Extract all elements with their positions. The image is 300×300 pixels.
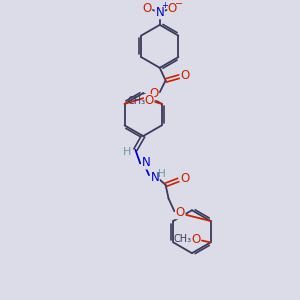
Text: H: H [158, 169, 166, 179]
Text: H: H [123, 147, 132, 157]
Text: N: N [155, 6, 164, 19]
Text: N: N [142, 156, 151, 169]
Text: O: O [168, 2, 177, 15]
Text: −: − [175, 0, 183, 9]
Text: O: O [191, 233, 200, 246]
Text: N: N [151, 171, 159, 184]
Text: O: O [181, 69, 190, 82]
Text: O: O [142, 2, 152, 15]
Text: O: O [181, 172, 190, 184]
Text: CH₃: CH₃ [127, 96, 146, 106]
Text: CH₃: CH₃ [173, 233, 191, 244]
Text: +: + [161, 1, 168, 10]
Text: O: O [176, 206, 185, 219]
Text: O: O [149, 87, 158, 100]
Text: O: O [145, 94, 154, 107]
